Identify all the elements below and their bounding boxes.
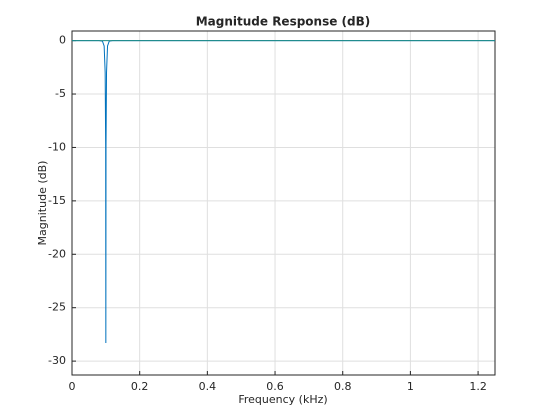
plot-frame (71, 30, 496, 376)
x-tick-label: 0 (69, 380, 76, 393)
y-tick-label: 0 (59, 34, 66, 47)
x-tick-label: 1.2 (469, 380, 487, 393)
x-axis-label: Frequency (kHz) (238, 393, 327, 406)
x-tick-label: 1 (407, 380, 414, 393)
y-tick-label: -30 (48, 354, 66, 367)
line-series (72, 40, 495, 343)
y-tick-label: -25 (48, 301, 66, 314)
x-tick-label: 0.8 (334, 380, 352, 393)
y-axis-label: Magnitude (dB) (36, 161, 49, 246)
x-tick-label: 0.4 (199, 380, 217, 393)
y-tick-label: -20 (48, 247, 66, 260)
y-tick-label: -10 (48, 140, 66, 153)
y-tick-label: -5 (55, 87, 66, 100)
y-tick-label: -15 (48, 194, 66, 207)
chart-title: Magnitude Response (dB) (196, 15, 371, 29)
x-tick-label: 0.6 (266, 380, 284, 393)
x-tick-label: 0.2 (131, 380, 149, 393)
